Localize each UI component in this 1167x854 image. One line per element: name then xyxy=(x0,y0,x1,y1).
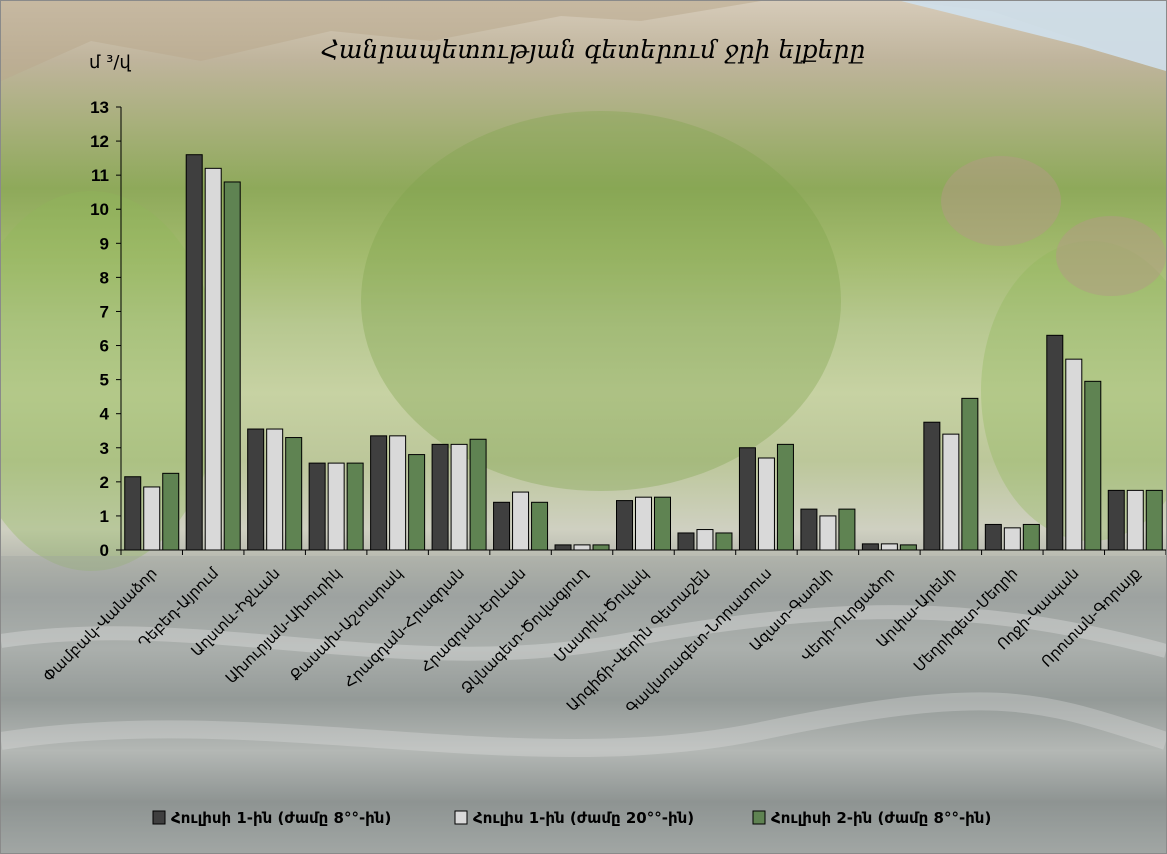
bar xyxy=(327,462,345,551)
bars xyxy=(124,154,1163,551)
bar xyxy=(1126,489,1144,551)
bar xyxy=(308,462,326,551)
bar xyxy=(185,154,203,551)
bar xyxy=(143,486,161,551)
bar xyxy=(389,435,407,551)
river-wave xyxy=(1,692,1166,758)
bar xyxy=(247,428,265,551)
y-tick-label: 7 xyxy=(100,302,109,321)
bar xyxy=(942,433,960,551)
bar xyxy=(715,532,733,551)
bar xyxy=(1003,527,1021,551)
bar xyxy=(923,421,941,551)
bar xyxy=(370,435,388,551)
bar xyxy=(819,515,837,551)
x-tick-label: Փամբակ-Վանաձոր xyxy=(39,564,160,685)
bar xyxy=(266,428,284,551)
bar xyxy=(861,543,879,551)
bar xyxy=(757,457,775,551)
bar xyxy=(738,447,756,551)
bar xyxy=(800,508,818,551)
y-tick-label: 1 xyxy=(100,507,109,526)
bar xyxy=(493,501,511,551)
rock-outcrop xyxy=(941,156,1061,246)
bar xyxy=(531,501,549,551)
tree-crown xyxy=(361,111,841,491)
bar xyxy=(1022,523,1040,551)
bar xyxy=(512,491,530,551)
bar xyxy=(204,167,222,551)
bar xyxy=(654,496,671,551)
y-tick-label: 8 xyxy=(100,268,109,287)
bar xyxy=(469,438,487,551)
bar xyxy=(223,181,241,551)
legend-label: Հուլիսի 1-ին (ժամը 8°°-ին) xyxy=(171,809,391,827)
bar xyxy=(1046,334,1064,551)
y-tick-label: 13 xyxy=(90,98,109,117)
y-tick-label: 4 xyxy=(100,405,110,424)
bar xyxy=(554,544,572,551)
bar xyxy=(616,500,633,551)
y-tick-label: 12 xyxy=(90,132,109,151)
rock-outcrop xyxy=(1056,216,1166,296)
bar xyxy=(1084,380,1102,551)
bar xyxy=(346,462,364,551)
river-water xyxy=(1,556,1166,853)
bar xyxy=(880,543,898,551)
sky-patch xyxy=(901,1,1166,71)
bar xyxy=(961,397,979,551)
legend-swatch xyxy=(152,810,166,825)
bar xyxy=(696,529,714,551)
bar xyxy=(162,472,180,551)
bar xyxy=(776,443,794,551)
x-tick-label: Հրազդան-Երևան xyxy=(417,564,529,676)
bar xyxy=(573,544,591,551)
legend: Հուլիսի 1-ին (ժամը 8°°-ին) Հուլիս 1-ին (ժ… xyxy=(152,809,991,827)
x-tick-label: Հրազդան-Հրազդան xyxy=(340,564,468,692)
x-axis: Փամբակ-ՎանաձորԴեբեդ-ԱյրումԱղստև-ԻջևանԱխո… xyxy=(39,549,1166,717)
legend-swatch xyxy=(454,810,468,825)
y-axis-unit: մ ³/վ xyxy=(89,52,131,73)
legend-swatch xyxy=(752,810,766,825)
y-tick-label: 2 xyxy=(100,473,109,492)
y-tick-label: 6 xyxy=(100,337,109,356)
bar xyxy=(677,532,695,551)
bar xyxy=(1065,358,1083,551)
x-tick-label: Ախուրյան-Ախուրիկ xyxy=(222,564,345,687)
bar xyxy=(838,508,856,551)
bar xyxy=(635,496,652,551)
chart-title: Հանրապետության գետերում ջրի ելքերը xyxy=(321,35,866,64)
y-tick-label: 10 xyxy=(90,200,109,219)
x-tick-label: Մեղրիգետ-Մեղրի xyxy=(910,564,1021,675)
x-tick-label: Ձկնագետ-Ծովագյուղ xyxy=(458,564,592,698)
bar xyxy=(431,443,449,551)
bar xyxy=(592,544,610,551)
bar xyxy=(408,454,426,551)
bar xyxy=(450,443,468,551)
bar xyxy=(984,523,1002,551)
bar xyxy=(899,544,917,551)
legend-label: Հուլիսի 2-ին (ժամը 8°°-ին) xyxy=(771,809,991,827)
bar xyxy=(124,476,142,551)
y-tick-label: 9 xyxy=(100,234,109,253)
bar xyxy=(1107,489,1125,551)
mountain-ridge xyxy=(1,1,1166,81)
y-tick-label: 5 xyxy=(100,371,109,390)
y-tick-label: 3 xyxy=(100,439,109,458)
legend-label: Հուլիս 1-ին (ժամը 20°°-ին) xyxy=(473,809,694,827)
x-tick-label: Քասախ-Աշտարակ xyxy=(286,564,406,684)
y-tick-label: 11 xyxy=(91,166,109,185)
y-tick-label: 0 xyxy=(100,541,109,560)
bar xyxy=(285,437,303,551)
river-wave xyxy=(1,605,1166,661)
bar xyxy=(1145,489,1163,551)
